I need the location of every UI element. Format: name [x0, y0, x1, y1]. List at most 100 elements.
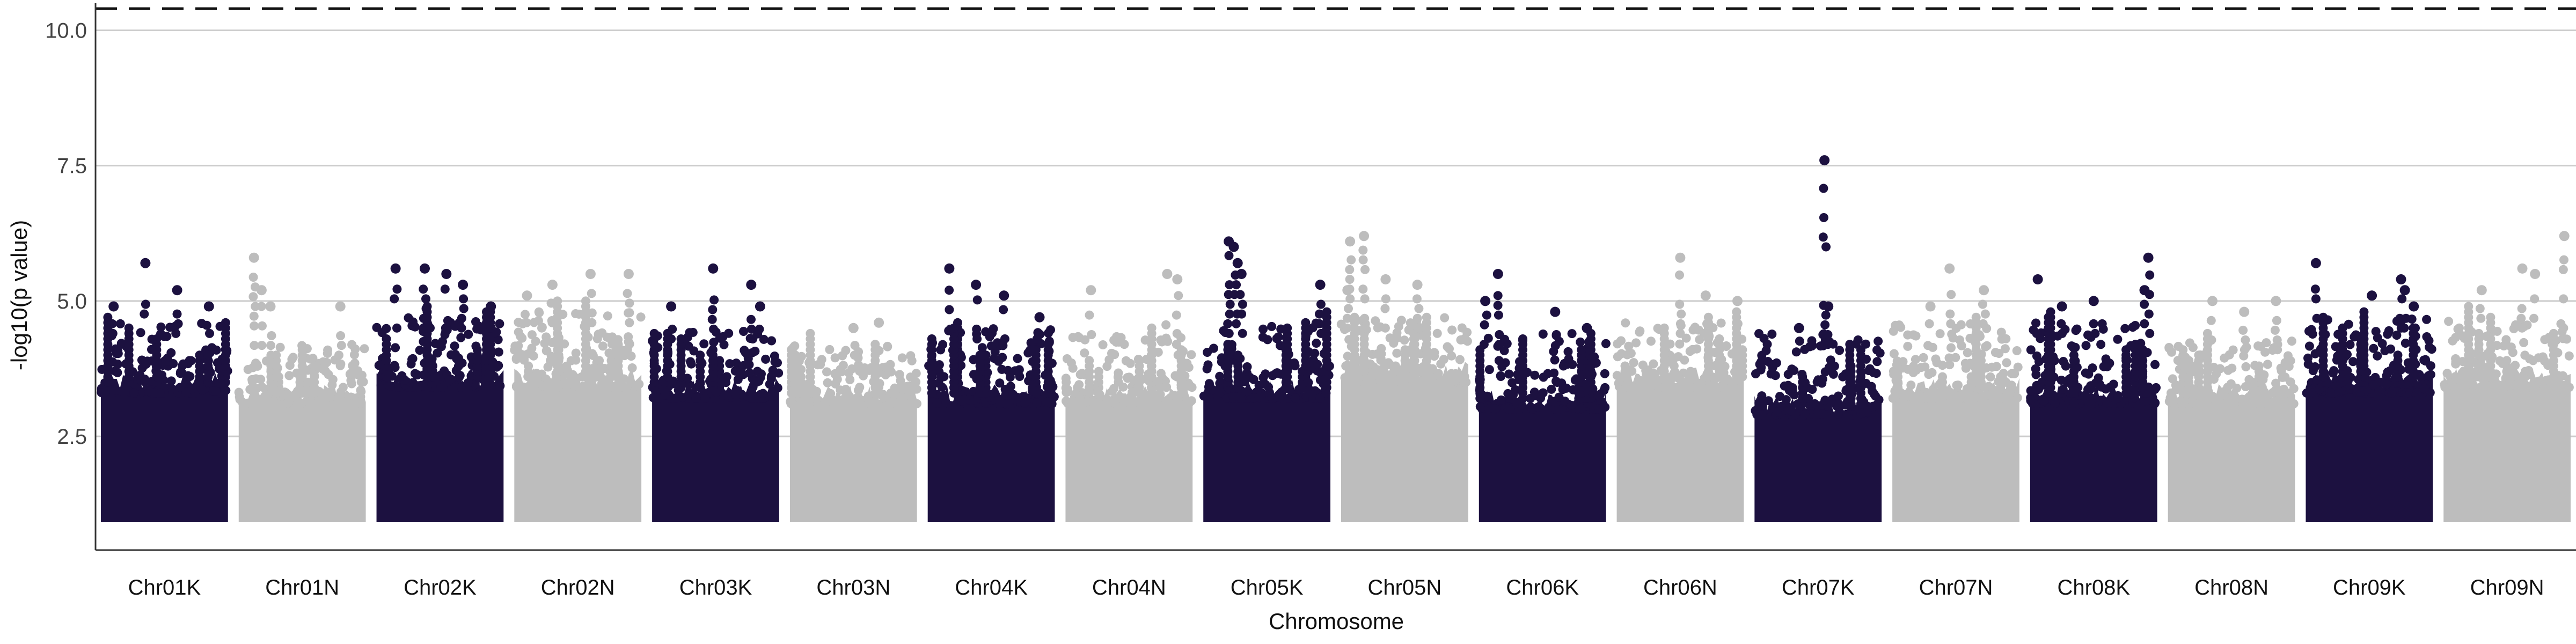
point	[1345, 275, 1355, 284]
point	[1504, 369, 1514, 379]
point	[1631, 338, 1641, 348]
point	[1316, 299, 1326, 309]
point	[179, 359, 188, 369]
point	[1267, 321, 1277, 331]
point	[1722, 342, 1731, 351]
point	[709, 295, 719, 305]
point	[1358, 255, 1368, 265]
point	[566, 356, 576, 365]
point	[2131, 321, 2140, 330]
point	[747, 324, 756, 334]
point	[1315, 319, 1324, 328]
point	[2549, 328, 2558, 338]
point	[2401, 313, 2411, 323]
point	[1460, 334, 1469, 343]
point	[438, 383, 448, 392]
point	[700, 394, 710, 403]
point	[1906, 380, 1916, 390]
point	[2121, 345, 2131, 355]
point	[308, 354, 318, 363]
point	[2212, 369, 2221, 379]
point	[511, 381, 521, 391]
dense-points-Chr04N	[1065, 384, 1193, 522]
point	[1077, 369, 1087, 378]
peak-point	[1034, 312, 1045, 323]
point	[1622, 350, 1632, 360]
dense-points-Chr09N	[2443, 369, 2571, 522]
point	[1821, 242, 1831, 252]
point	[397, 371, 407, 380]
point	[748, 334, 758, 343]
point	[1733, 319, 1743, 328]
point	[1757, 410, 1767, 420]
point	[310, 361, 319, 371]
point	[587, 289, 596, 298]
point	[392, 323, 401, 333]
point	[2495, 356, 2505, 365]
point	[1503, 404, 1512, 413]
point	[2220, 390, 2229, 400]
point	[2097, 319, 2107, 328]
point	[699, 339, 709, 349]
peak-point	[547, 280, 558, 290]
dense-points-Chr02N	[514, 368, 642, 522]
peak-point	[1236, 269, 1247, 279]
point	[2451, 359, 2461, 369]
peak-point	[420, 263, 430, 274]
point	[581, 296, 590, 306]
point	[470, 379, 480, 389]
point	[906, 372, 916, 382]
point	[419, 284, 428, 294]
point	[1350, 312, 1359, 322]
point	[1102, 362, 1112, 371]
point	[2241, 335, 2250, 345]
point	[1549, 347, 1558, 356]
point	[323, 345, 333, 355]
point	[1754, 329, 1763, 339]
point	[2451, 333, 2461, 342]
point	[221, 318, 230, 327]
point	[854, 385, 863, 395]
point	[2164, 343, 2174, 353]
point	[1225, 309, 1234, 319]
point	[1157, 337, 1167, 347]
point	[2426, 361, 2435, 371]
point	[653, 394, 662, 403]
point	[1447, 351, 1457, 361]
point	[2525, 354, 2535, 364]
peak-point	[2396, 274, 2406, 284]
point	[1677, 309, 1686, 319]
point	[159, 375, 169, 385]
peak-point	[1823, 301, 1834, 312]
point	[1643, 365, 1653, 375]
point	[459, 304, 469, 313]
point	[816, 360, 825, 369]
peak-point	[1342, 285, 1353, 296]
point	[1732, 307, 1741, 317]
point	[896, 376, 905, 385]
point	[1563, 347, 1573, 356]
point	[141, 299, 150, 309]
point	[288, 353, 298, 362]
point	[1043, 397, 1052, 407]
point	[1636, 376, 1645, 385]
point	[2206, 316, 2216, 325]
point	[1966, 372, 1976, 382]
point	[1389, 363, 1399, 373]
point	[1789, 365, 1799, 375]
point	[451, 366, 461, 376]
point	[2241, 362, 2251, 371]
point	[678, 393, 687, 402]
point	[2475, 304, 2485, 313]
point	[124, 323, 134, 333]
peak-point	[755, 301, 765, 312]
point	[855, 367, 865, 376]
dense-points-Chr06N	[1616, 368, 1744, 522]
point	[2302, 388, 2311, 398]
point	[1258, 332, 1268, 342]
point	[1235, 290, 1245, 299]
point	[392, 284, 402, 294]
point	[166, 376, 176, 386]
point	[318, 396, 327, 405]
